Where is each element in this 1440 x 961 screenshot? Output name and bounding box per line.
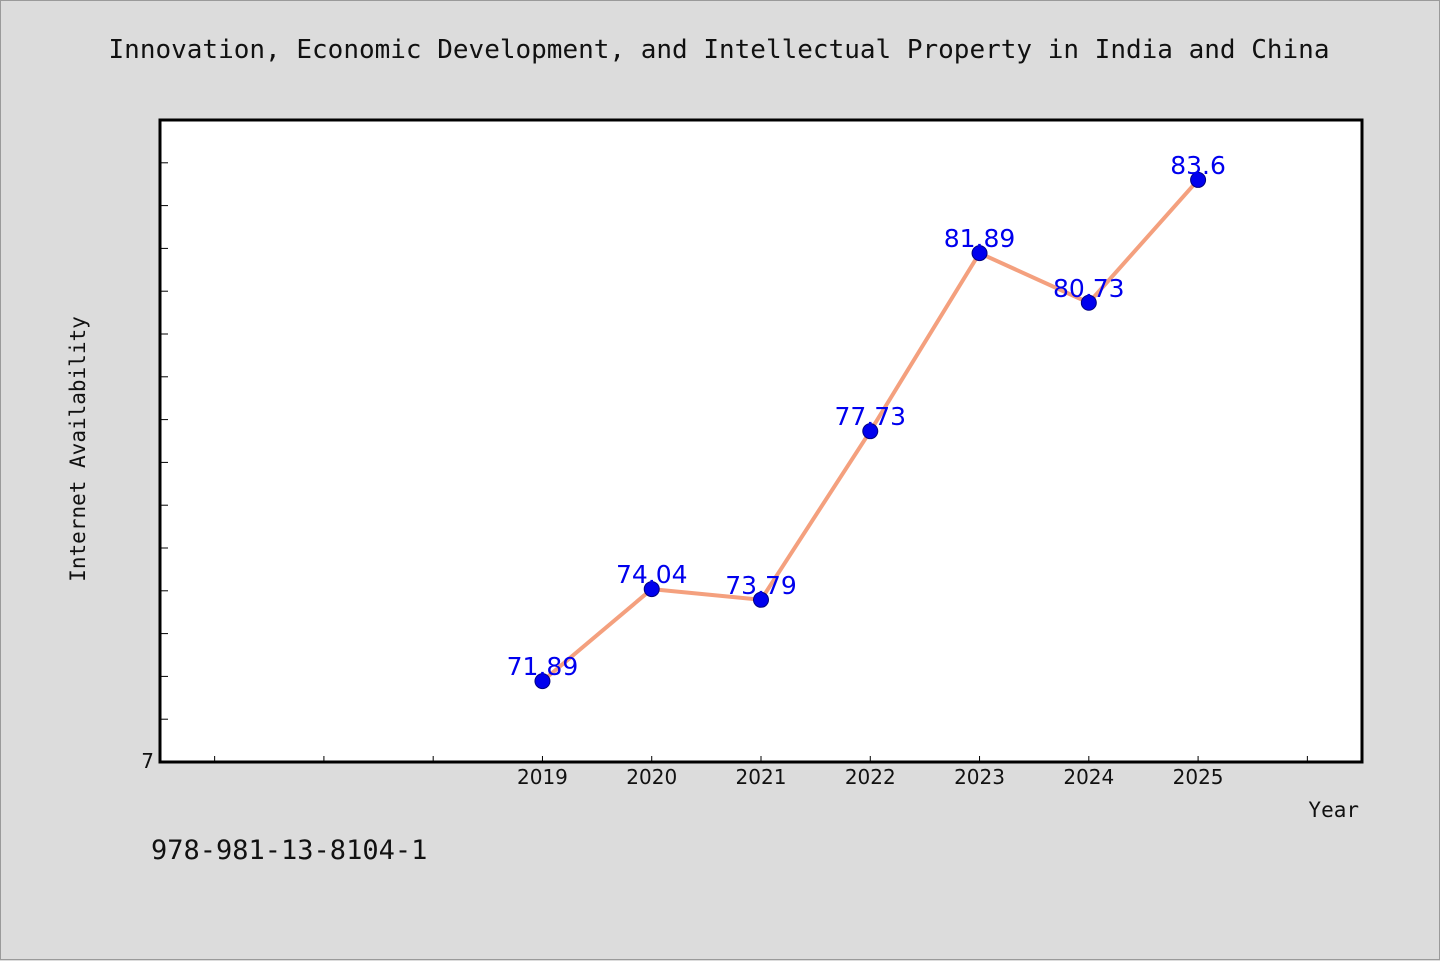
data-label-2025: 83.6 <box>1170 151 1226 180</box>
y-axis-title: Internet Availability <box>66 316 90 582</box>
data-label-2019: 71.89 <box>507 652 579 681</box>
plot-area <box>158 118 1364 764</box>
data-label-2022: 77.73 <box>834 402 906 431</box>
chart-title: Innovation, Economic Development, and In… <box>108 35 1330 65</box>
data-point-2025 <box>1190 171 1207 188</box>
data-point-2022 <box>862 423 879 440</box>
y-axis-ticks: 7 <box>141 162 168 773</box>
data-point-2020 <box>643 581 660 598</box>
x-tick-label: 2022 <box>845 765 896 789</box>
data-label-2023: 81.89 <box>944 224 1016 253</box>
data-point-2019 <box>534 673 551 690</box>
x-tick-label: 2023 <box>954 765 1005 789</box>
data-labels: 71.89 74.04 73.79 77.73 81.89 80.73 83.6 <box>507 151 1226 681</box>
x-tick-label: 2024 <box>1063 765 1114 789</box>
y-tick-label: 7 <box>141 749 154 773</box>
data-point-2021 <box>753 591 769 608</box>
x-tick-label: 2020 <box>626 765 677 789</box>
data-point-2023 <box>971 245 988 262</box>
data-label-2021: 73.79 <box>725 571 797 600</box>
x-tick-label: 2025 <box>1173 765 1224 789</box>
series-internet-availability <box>534 171 1207 690</box>
isbn-label: 978-981-13-8104-1 <box>151 835 428 866</box>
x-axis-title: Year <box>1308 798 1359 822</box>
data-label-2024: 80.73 <box>1053 274 1125 303</box>
x-tick-label: 2021 <box>736 765 787 789</box>
x-tick-label: 2019 <box>517 765 568 789</box>
data-label-2020: 74.04 <box>616 560 688 589</box>
x-axis-ticks: 2019 2020 2021 2022 2023 2024 2025 <box>214 756 1308 789</box>
data-point-2024 <box>1080 294 1097 311</box>
